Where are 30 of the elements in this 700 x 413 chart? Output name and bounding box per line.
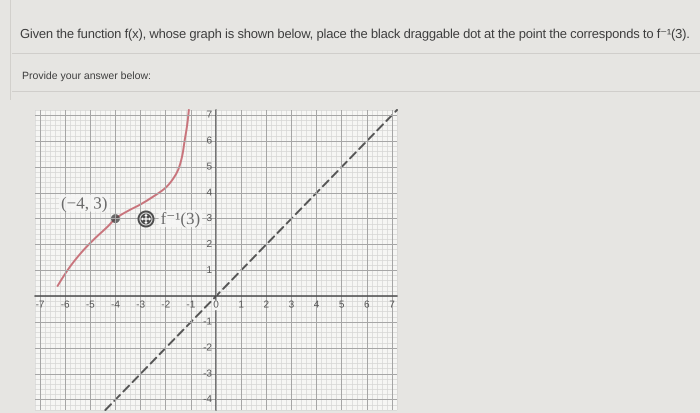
x-tick-label: -3	[136, 300, 146, 311]
x-tick-label: 7	[389, 300, 396, 311]
x-tick-label: -4	[110, 300, 120, 311]
y-tick-label: 4	[206, 187, 212, 198]
y-tick-label: 6	[206, 136, 212, 147]
chart-subtitle: Provide your answer below:	[22, 70, 151, 82]
x-tick-label: 1	[238, 300, 244, 311]
x-tick-label: -5	[86, 300, 96, 311]
annotation: f⁻¹(3)	[160, 209, 200, 228]
annotation: (−4, 3)	[61, 194, 108, 213]
y-tick-label: -4	[203, 394, 212, 406]
x-tick-label: 3	[288, 300, 295, 311]
y-tick-label: 7	[206, 110, 212, 121]
x-tick-label: -2	[161, 300, 171, 311]
x-tick-label: 5	[338, 300, 345, 311]
x-tick-label: -1	[186, 300, 196, 311]
y-tick-label: 2	[206, 238, 212, 250]
x-tick-label: 6	[364, 300, 370, 311]
y-tick-label: -3	[203, 368, 212, 380]
y-tick-label: -1	[203, 316, 212, 328]
chart-title: Given the function f(x), whose graph is shown below, place the black draggable dot at the point the corresponds to f⁻¹(3).	[20, 26, 690, 42]
x-tick-label: -7	[36, 300, 45, 311]
y-tick-label: 5	[206, 161, 212, 172]
x-tick-label: 0	[213, 300, 220, 311]
x-tick-label: -6	[60, 300, 70, 311]
x-tick-label: 4	[314, 300, 320, 311]
y-tick-label: 3	[206, 213, 212, 224]
y-tick-label: -2	[203, 342, 212, 354]
x-tick-label: 2	[263, 300, 270, 311]
y-tick-label: 1	[206, 264, 212, 276]
